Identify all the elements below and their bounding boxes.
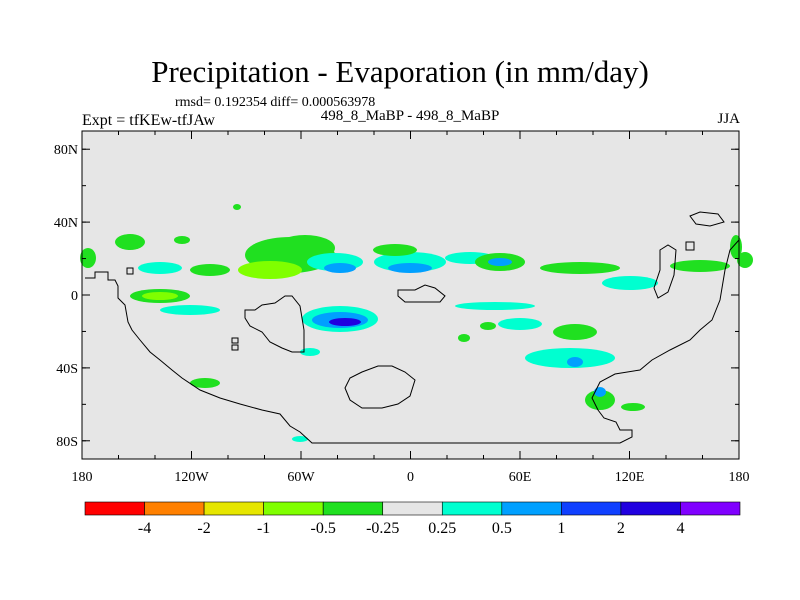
x-tick-label: 120W: [174, 470, 209, 485]
colorbar-label: 1: [557, 520, 565, 537]
contour-patch: [373, 244, 417, 256]
coastline: [344, 365, 416, 409]
x-tick-label: 120E: [615, 470, 645, 485]
coastline: [244, 295, 305, 353]
coastline: [689, 211, 725, 227]
contour-patch: [300, 348, 320, 356]
colorbar-label: 4: [676, 520, 684, 537]
y-tick-label: 40N: [54, 216, 78, 231]
coastline: [85, 239, 740, 444]
colorbar-swatch: [501, 501, 562, 516]
colorbar-swatch: [382, 501, 443, 516]
contour-patch: [553, 324, 597, 340]
contour-patch: [540, 262, 620, 274]
colorbar-swatch: [620, 501, 681, 516]
colorbar-label: -1: [257, 520, 270, 537]
contour-patch: [329, 318, 361, 326]
stats-text: rmsd= 0.192354 diff= 0.000563978: [175, 95, 376, 110]
colorbar: -4 -2 -1 -0.5 -0.25 0.25 0.5 1 2 4: [84, 501, 741, 537]
colorbar-label: 2: [617, 520, 625, 537]
x-tick-label: 0: [407, 470, 414, 485]
center-label: 498_8_MaBP - 498_8_MaBP: [320, 108, 500, 124]
colorbar-swatch: [322, 501, 384, 516]
contour-patch: [670, 260, 730, 272]
axis-ticks: 180 120W 60W 0 60E 120E 180 80N 40N 0 40S 80S: [54, 131, 750, 485]
contour-patch: [388, 263, 432, 273]
contour-patch: [190, 378, 220, 388]
contour-patch: [594, 387, 606, 397]
colorbar-swatch: [263, 501, 324, 516]
coastline: [231, 344, 239, 351]
colorbar-swatch: [203, 501, 264, 516]
contour-patch: [567, 357, 583, 367]
coastline: [231, 337, 239, 344]
y-tick-label: 0: [71, 289, 78, 304]
contour-patch: [138, 262, 182, 274]
contour-patch: [233, 204, 241, 210]
coastlines: [85, 211, 740, 444]
colorbar-label: 0.5: [492, 520, 512, 537]
contour-patch: [190, 264, 230, 276]
x-tick-label: 60W: [287, 470, 315, 485]
colorbar-swatch: [680, 501, 741, 516]
x-tick-label: 180: [729, 470, 750, 485]
y-tick-label: 80N: [54, 143, 78, 158]
contour-fills: [80, 204, 753, 442]
y-tick-label: 80S: [56, 435, 78, 450]
contour-patch: [174, 236, 190, 244]
contour-patch: [160, 305, 220, 315]
contour-patch: [498, 318, 542, 330]
contour-patch: [525, 348, 615, 368]
contour-patch: [238, 261, 302, 279]
contour-patch: [142, 292, 178, 300]
contour-patch: [488, 258, 512, 266]
chart-title: Precipitation - Evaporation (in mm/day): [151, 54, 649, 89]
contour-patch: [480, 322, 496, 330]
contour-patch: [292, 436, 308, 442]
colorbar-swatch: [84, 501, 145, 516]
contour-patch: [115, 234, 145, 250]
contour-patch: [737, 252, 753, 268]
contour-patch: [621, 403, 645, 411]
colorbar-label: -0.25: [366, 520, 399, 537]
contour-patch: [458, 334, 470, 342]
contour-patch: [80, 248, 96, 268]
colorbar-swatch: [144, 501, 205, 516]
coastline: [397, 284, 446, 303]
colorbar-swatch: [561, 501, 622, 516]
colorbar-label: -0.5: [311, 520, 336, 537]
y-tick-label: 40S: [56, 362, 78, 377]
contour-patch: [602, 276, 658, 290]
season-label: JJA: [717, 111, 740, 127]
colorbar-swatch: [441, 501, 503, 516]
colorbar-label: -2: [197, 520, 210, 537]
coastline: [685, 241, 695, 251]
coastline: [653, 244, 677, 299]
colorbar-label: -4: [138, 520, 151, 537]
coastline: [126, 267, 134, 275]
contour-patch: [324, 263, 356, 273]
contour-patch: [455, 302, 535, 310]
x-tick-label: 60E: [509, 470, 532, 485]
colorbar-label: 0.25: [428, 520, 456, 537]
experiment-label: Expt = tfKEw-tfJAw: [82, 112, 215, 129]
contour-patch: [585, 390, 615, 410]
x-tick-label: 180: [72, 470, 93, 485]
